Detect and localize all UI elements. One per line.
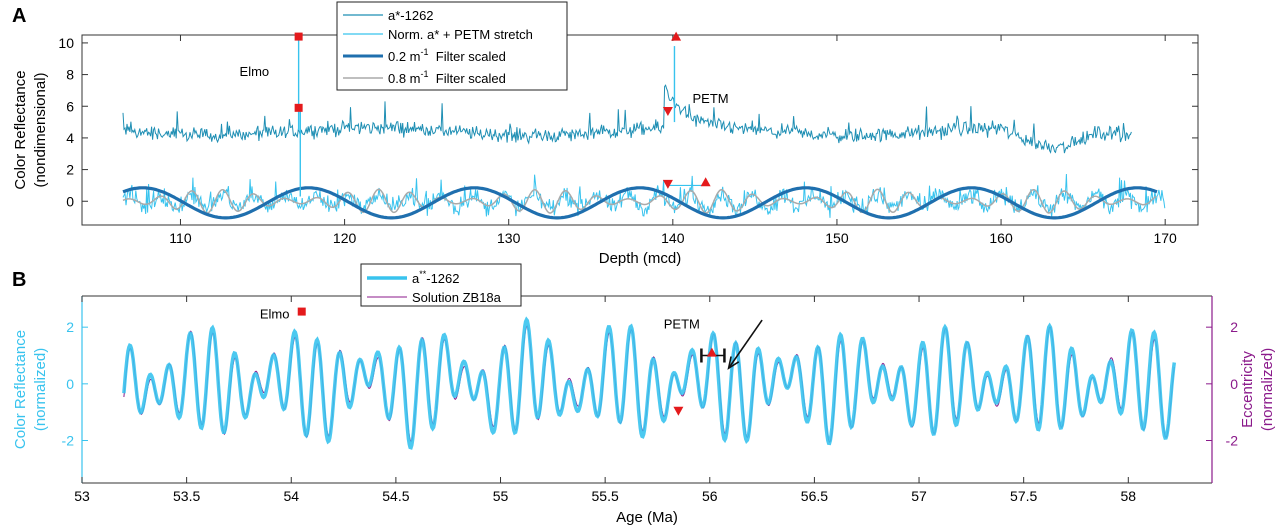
legend-a-label-3-suffix: Filter scaled <box>429 49 506 64</box>
panel-b-ytick-left-label: -2 <box>62 433 75 449</box>
panel-b-xtick-label: 56.5 <box>801 488 828 504</box>
panel-b-ytick-right-label: 2 <box>1230 319 1238 335</box>
panel-a-xtick-label: 140 <box>661 230 685 246</box>
legend-a-label-4: 0.8 m-1 Filter scaled <box>388 69 506 86</box>
panel-b-square-marker <box>297 307 306 316</box>
panel-b-xtick-label: 54 <box>283 488 299 504</box>
panel-a-xtick-label: 110 <box>169 230 192 246</box>
panel-b-ytick-left-label: 0 <box>66 376 74 392</box>
panel-b-xtick-label: 55.5 <box>592 488 619 504</box>
panel-a-triangle-up-marker <box>671 31 682 41</box>
panel-b-ytick-right-label: 0 <box>1230 376 1238 392</box>
panel-b-annotation-elmo: Elmo <box>260 307 290 322</box>
series-02-filter <box>122 186 1158 220</box>
panel-a-ytick-label: 10 <box>58 35 74 51</box>
panel-a-annotation-petm: PETM <box>693 91 729 106</box>
panel-b-xtick-label: 53.5 <box>173 488 200 504</box>
panel-a-ylabel-line1: Color Reflectance <box>12 70 29 189</box>
panel-b-right-ylabel-line2: (normalized) <box>1259 348 1276 431</box>
panel-a-ytick-label: 8 <box>66 67 74 83</box>
panel-b-xtick-label: 55 <box>493 488 509 504</box>
panel-b-arrow-head <box>727 356 740 370</box>
panel-b-annotation-petm: PETM <box>664 317 700 332</box>
panel-a: A 110 120 130 140 150 160 170 0 2 4 6 8 10 Depth (mc… <box>12 1 1199 267</box>
panel-a-legend: a*-1262 Norm. a* + PETM stretch 0.2 m-1 … <box>336 1 568 91</box>
panel-b-xtick-label: 58 <box>1121 488 1137 504</box>
panel-a-ytick-label: 6 <box>66 98 74 114</box>
legend-b-label-1-suffix: -1262 <box>426 271 459 286</box>
series-a1262 <box>122 84 1132 154</box>
panel-a-xtick-label: 150 <box>825 230 849 246</box>
panel-b-ylabel-line2: (normalized) <box>32 348 49 431</box>
panel-a-ytick-label: 2 <box>66 162 74 178</box>
panel-b-label: B <box>12 269 26 291</box>
panel-b-right-ylabel-line1: Eccentricity <box>1239 351 1256 428</box>
panel-b-triangle-down-marker <box>673 406 684 416</box>
legend-a-label-3: 0.2 m-1 Filter scaled <box>388 47 506 64</box>
panel-a-xtick-label: 160 <box>989 230 1013 246</box>
panel-a-triangle-up-marker <box>700 177 711 187</box>
series-08-filter <box>122 188 1157 214</box>
panel-b-ylabel-line1: Color Reflectance <box>12 330 29 449</box>
series-norm-a-petm-stretch <box>122 173 1166 218</box>
panel-b-xtick-label: 53 <box>74 488 90 504</box>
legend-a-label-4-suffix: Filter scaled <box>429 71 506 86</box>
panel-b-ytick-left-label: 2 <box>66 319 74 335</box>
panel-a-xtick-label: 130 <box>497 230 521 246</box>
legend-b-label-1-name: a <box>412 271 420 286</box>
panel-a-square-marker <box>294 32 303 41</box>
panel-a-triangle-down-marker <box>662 107 673 116</box>
panel-a-ytick-label: 0 <box>66 193 74 209</box>
panel-b-ytick-right-label: -2 <box>1226 433 1239 449</box>
legend-a-label-3-super: -1 <box>421 47 429 57</box>
legend-a-label-1: a*-1262 <box>388 8 434 23</box>
panel-b-legend: a**-1262 Solution ZB18a <box>360 263 522 307</box>
panel-a-ylabel-line2: (nondimensional) <box>32 72 49 187</box>
panel-b-triangle-up-marker <box>706 347 717 357</box>
legend-a-label-3-name: 0.2 m <box>388 49 421 64</box>
panel-a-xtick-label: 170 <box>1153 230 1177 246</box>
panel-a-plot-frame <box>81 34 1199 226</box>
legend-a-label-2: Norm. a* + PETM stretch <box>388 27 533 42</box>
panel-b-xtick-label: 57.5 <box>1010 488 1037 504</box>
panel-b: B 53 53.5 54 54.5 55 55.5 56 56.5 57 57.5 58 -2 0 2 -2… <box>12 263 1276 526</box>
legend-a-label-4-name: 0.8 m <box>388 71 421 86</box>
legend-a-label-4-super: -1 <box>421 69 429 79</box>
legend-b-label-2: Solution ZB18a <box>412 290 502 305</box>
panel-b-xtick-label: 57 <box>911 488 927 504</box>
panel-a-legend-box <box>336 1 568 91</box>
panel-b-xlabel: Age (Ma) <box>616 509 678 526</box>
panel-a-ytick-label: 4 <box>66 130 74 146</box>
panel-b-xtick-label: 54.5 <box>382 488 409 504</box>
legend-b-label-1-super: ** <box>419 269 427 279</box>
panel-b-arrow-shaft <box>727 319 763 369</box>
panel-b-legend-box <box>360 263 522 307</box>
series-a-star-star-1262 <box>122 316 1177 450</box>
panel-b-xtick-label: 56 <box>702 488 718 504</box>
panel-a-annotation-elmo: Elmo <box>240 64 270 79</box>
legend-b-label-1: a**-1262 <box>412 269 460 286</box>
panel-a-triangle-down-marker <box>662 179 673 189</box>
panel-a-xtick-label: 120 <box>333 230 357 246</box>
panel-a-label: A <box>12 5 26 27</box>
panel-a-square-marker <box>294 103 303 112</box>
panel-a-xlabel: Depth (mcd) <box>599 250 682 267</box>
